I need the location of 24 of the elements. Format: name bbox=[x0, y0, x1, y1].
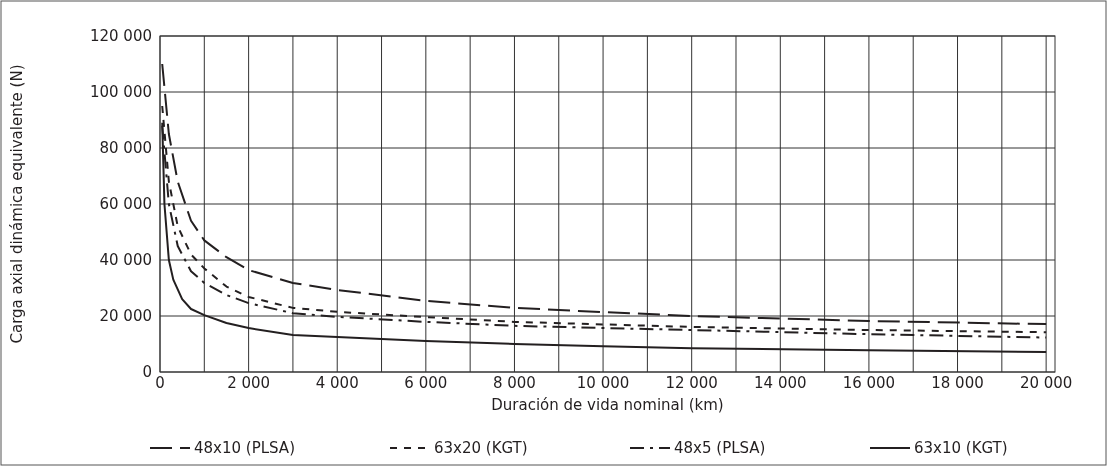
x-tick-label: 20 000 bbox=[1019, 374, 1073, 392]
y-tick-label: 120 000 bbox=[89, 27, 152, 45]
y-tick-label: 40 000 bbox=[99, 251, 152, 269]
x-tick-label: 12 000 bbox=[665, 374, 718, 392]
legend-label: 63x20 (KGT) bbox=[434, 439, 528, 457]
y-axis-title: Carga axial dinámica equivalente (N) bbox=[8, 64, 26, 344]
y-tick-label: 100 000 bbox=[89, 83, 152, 101]
x-axis-title: Duración de vida nominal (km) bbox=[491, 396, 724, 414]
x-tick-label: 18 000 bbox=[931, 374, 984, 392]
x-tick-label: 10 000 bbox=[576, 374, 630, 392]
y-tick-label: 0 bbox=[142, 363, 152, 381]
y-tick-label: 60 000 bbox=[99, 195, 152, 213]
x-tick-label: 16 000 bbox=[842, 374, 896, 392]
x-tick-label: 8 000 bbox=[492, 374, 536, 392]
legend-label: 48x10 (PLSA) bbox=[194, 439, 295, 457]
x-tick-label: 2 000 bbox=[227, 374, 271, 392]
legend-label: 63x10 (KGT) bbox=[914, 439, 1008, 457]
y-tick-label: 80 000 bbox=[99, 139, 152, 157]
y-tick-label: 20 000 bbox=[99, 307, 152, 325]
x-tick-label: 0 bbox=[155, 374, 165, 392]
legend-label: 48x5 (PLSA) bbox=[674, 439, 766, 457]
x-tick-label: 4 000 bbox=[315, 374, 359, 392]
x-tick-label: 14 000 bbox=[754, 374, 807, 392]
x-tick-label: 6 000 bbox=[404, 374, 448, 392]
